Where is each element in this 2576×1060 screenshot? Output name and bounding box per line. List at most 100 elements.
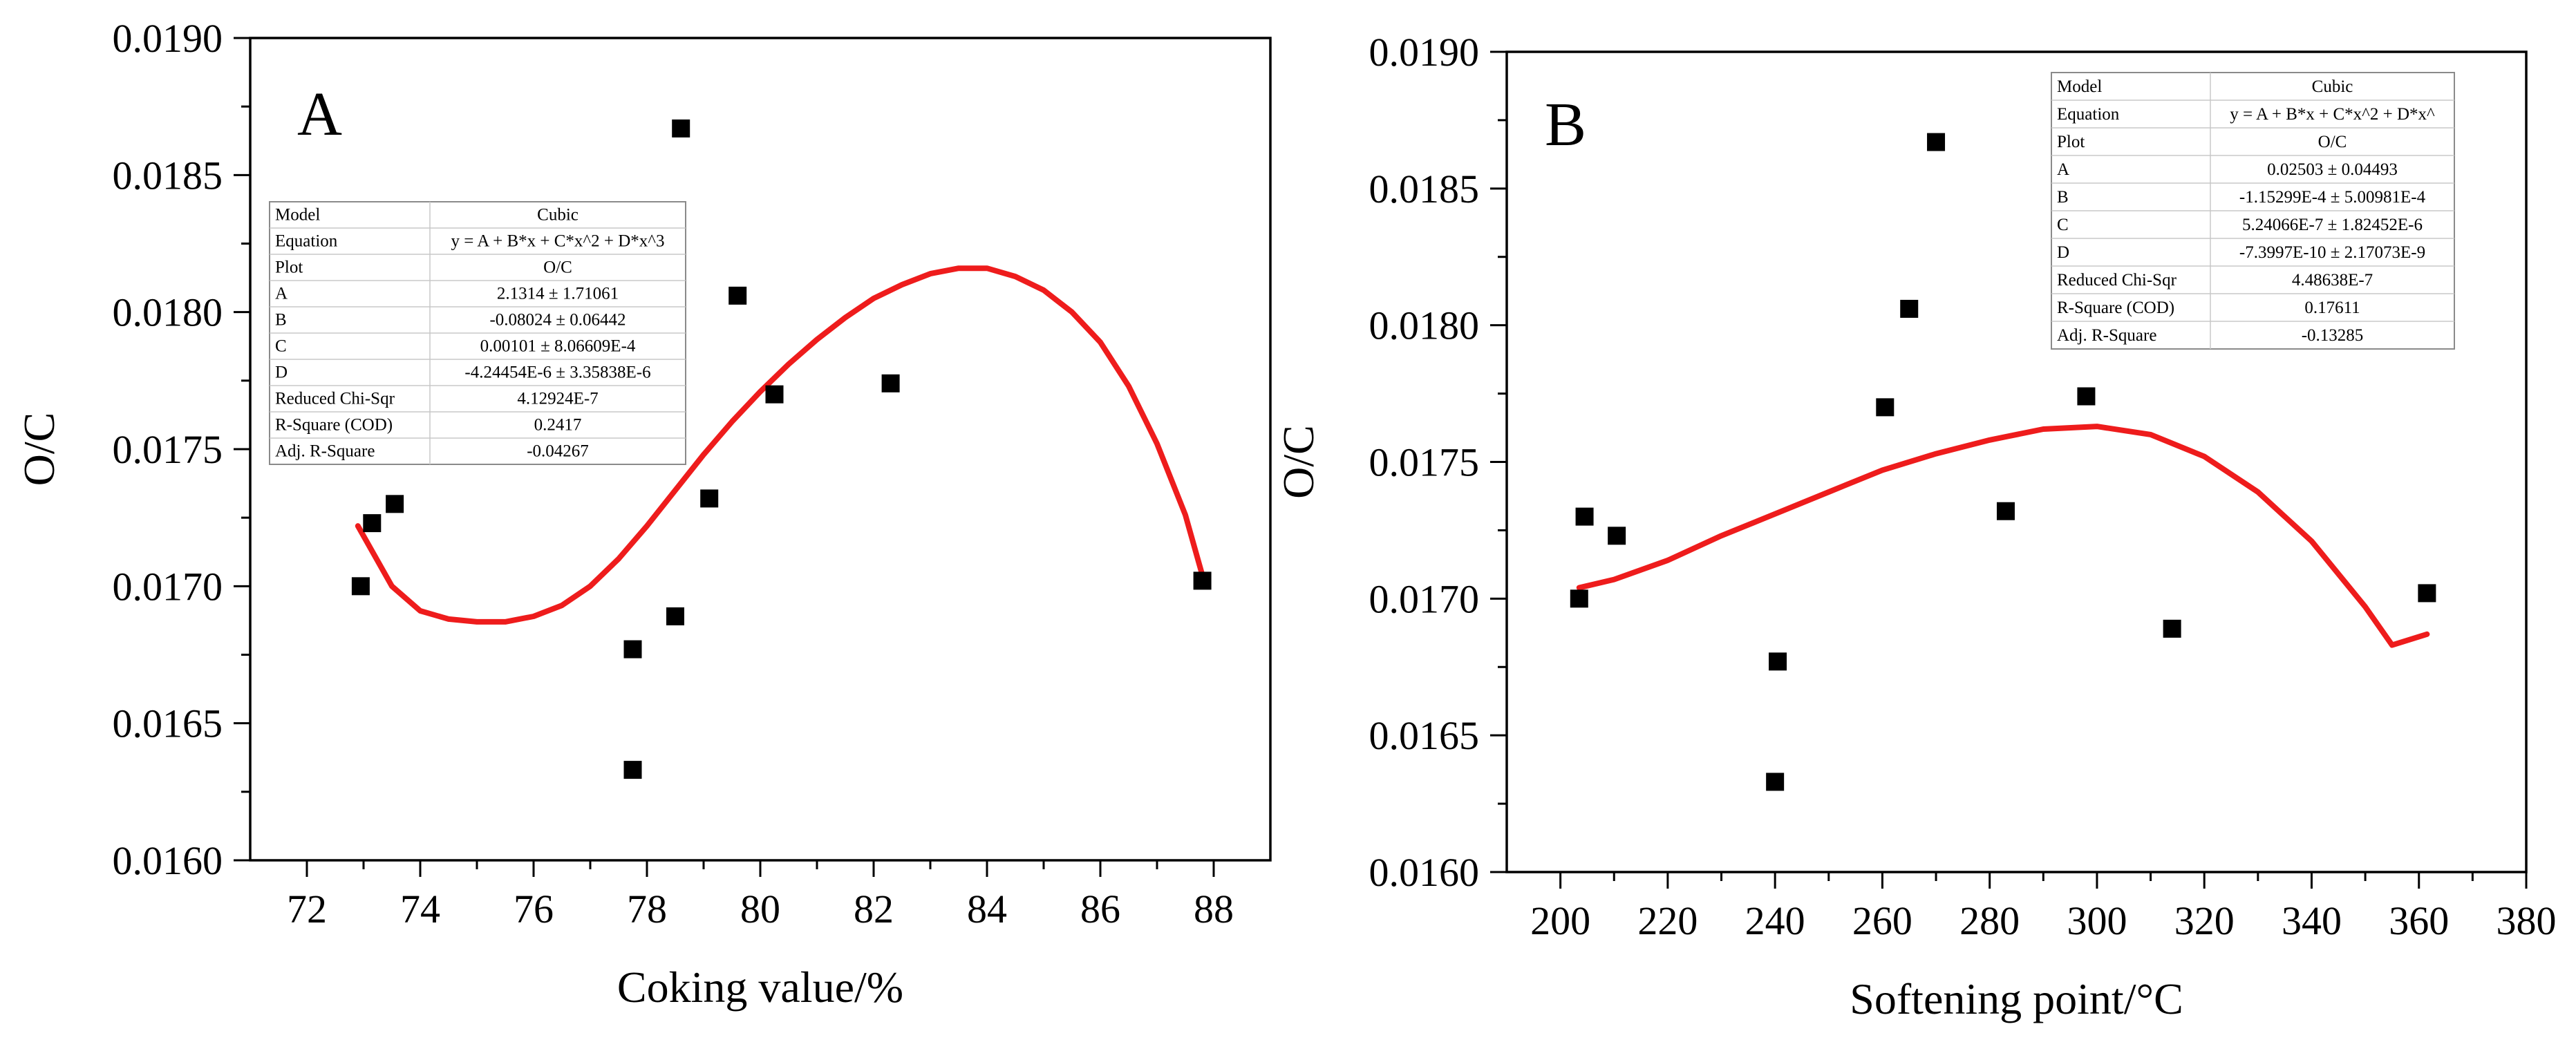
data-point: [363, 514, 382, 533]
y-axis-title: O/C: [15, 413, 64, 486]
x-tick-label: 86: [1080, 887, 1120, 931]
fit-table-label: B: [2057, 188, 2069, 207]
x-tick-label: 88: [1194, 887, 1234, 931]
fit-table-label: Equation: [275, 232, 338, 251]
fit-table: Model Cubic Equation y = A + B*x + C*x^2 + …: [269, 201, 686, 465]
data-point: [1996, 502, 2015, 520]
data-point: [1575, 507, 1594, 526]
data-point: [1900, 299, 1919, 318]
data-point: [1766, 773, 1785, 791]
fit-table: Model Cubic Equation y = A + B*x + C*x^2 + …: [2051, 72, 2455, 350]
x-tick-label: 82: [854, 887, 894, 931]
y-tick-label: 0.0180: [1369, 303, 1480, 348]
x-tick-label: 320: [2174, 898, 2235, 943]
y-tick-label: 0.0175: [1369, 440, 1480, 485]
data-point: [2163, 619, 2181, 638]
data-point: [2077, 387, 2096, 406]
fit-table-label: R-Square (COD): [2057, 299, 2174, 317]
fit-table-value: O/C: [543, 258, 572, 277]
y-tick-label: 0.0190: [113, 16, 223, 61]
x-tick-label: 380: [2497, 898, 2557, 943]
chart-panel-a: 72 74 76 78 80 82 84 86 88 0.0160 0.0165 0.0170 0.01…: [15, 16, 1272, 1012]
data-point: [728, 286, 747, 305]
x-tick-label: 76: [514, 887, 554, 931]
fit-table-value: O/C: [2318, 133, 2347, 151]
fit-table-label: B: [275, 311, 287, 330]
fit-table-value: -1.15299E-4 ± 5.00981E-4: [2239, 188, 2426, 207]
fit-table-label: Adj. R-Square: [275, 442, 375, 461]
data-point: [666, 607, 684, 625]
fit-table-value: -7.3997E-10 ± 2.17073E-9: [2239, 243, 2425, 262]
data-point: [881, 374, 900, 392]
data-point: [700, 489, 719, 508]
fit-table-value: -0.04267: [527, 442, 589, 461]
fit-table-value: 2.1314 ± 1.71061: [497, 285, 619, 303]
fit-curve: [355, 265, 1205, 625]
fit-table-value: 4.12924E-7: [517, 390, 598, 408]
panel-label: B: [1545, 91, 1586, 159]
x-tick-label: 74: [400, 887, 440, 931]
x-tick-label: 240: [1745, 898, 1805, 943]
x-tick-label: 72: [287, 887, 327, 931]
fit-table-label: C: [275, 337, 287, 356]
fit-table-value: 0.17611: [2304, 299, 2360, 317]
x-tick-label: 260: [1852, 898, 1912, 943]
fit-table-label: A: [2057, 160, 2069, 179]
chart-panel-b: 200 220 240 260 280 300 320 340 360 380 0.0160 0.01…: [1274, 30, 2557, 1023]
fit-table-label: Reduced Chi-Sqr: [275, 390, 395, 408]
y-tick-label: 0.0185: [1369, 167, 1480, 211]
data-point: [386, 495, 404, 513]
y-tick-label: 0.0165: [1369, 713, 1480, 758]
data-point: [1570, 589, 1588, 608]
fit-table-value: 0.02503 ± 0.04493: [2267, 160, 2398, 179]
data-point: [1769, 652, 1787, 671]
fit-curve: [1576, 424, 2430, 648]
data-point: [2418, 584, 2436, 603]
fit-table-value: Cubic: [2312, 77, 2353, 96]
data-point: [765, 385, 784, 404]
fit-table-value: 0.2417: [534, 416, 582, 435]
fit-table-value: 0.00101 ± 8.06609E-4: [480, 337, 636, 356]
fit-table-label: Model: [2057, 77, 2102, 96]
data-point: [1927, 133, 1946, 151]
data-point: [1193, 571, 1212, 590]
y-tick-label: 0.0180: [113, 290, 223, 335]
y-tick-label: 0.0170: [113, 564, 223, 609]
fit-table-label: Model: [275, 206, 320, 225]
data-point: [623, 640, 642, 659]
data-point: [351, 577, 370, 596]
fit-table-label: A: [275, 285, 288, 303]
data-point: [1608, 527, 1626, 545]
fit-table-value: 4.48638E-7: [2292, 271, 2373, 290]
panel-label: A: [297, 80, 342, 149]
fit-table-label: Adj. R-Square: [2057, 326, 2156, 345]
fit-table-value: y = A + B*x + C*x^2 + D*x^3: [451, 232, 664, 251]
fit-table-value: -4.24454E-6 ± 3.35838E-6: [464, 363, 650, 382]
x-tick-label: 84: [967, 887, 1007, 931]
y-axis-title: O/C: [1274, 425, 1323, 499]
y-tick-label: 0.0190: [1369, 30, 1480, 75]
fit-table-value: Cubic: [537, 206, 579, 225]
y-tick-label: 0.0160: [1369, 850, 1480, 895]
x-tick-label: 200: [1530, 898, 1590, 943]
y-tick-label: 0.0160: [113, 838, 223, 883]
x-tick-label: 300: [2067, 898, 2127, 943]
fit-table-label: D: [2057, 243, 2069, 262]
fit-table-label: Plot: [275, 258, 303, 277]
x-tick-label: 220: [1637, 898, 1698, 943]
fit-table-label: Reduced Chi-Sqr: [2057, 271, 2177, 290]
fit-table-label: C: [2057, 216, 2069, 234]
x-tick-label: 80: [740, 887, 780, 931]
x-tick-label: 280: [1959, 898, 2020, 943]
x-axis-title: Coking value/%: [617, 963, 903, 1012]
y-tick-label: 0.0185: [113, 153, 223, 198]
y-tick-label: 0.0175: [113, 427, 223, 472]
fit-table-value: 5.24066E-7 ± 1.82452E-6: [2242, 216, 2423, 234]
x-tick-label: 78: [627, 887, 667, 931]
fit-table-label: R-Square (COD): [275, 416, 393, 435]
x-tick-label: 340: [2282, 898, 2342, 943]
y-tick-label: 0.0170: [1369, 576, 1480, 621]
fit-table-value: -0.08024 ± 0.06442: [489, 311, 626, 330]
